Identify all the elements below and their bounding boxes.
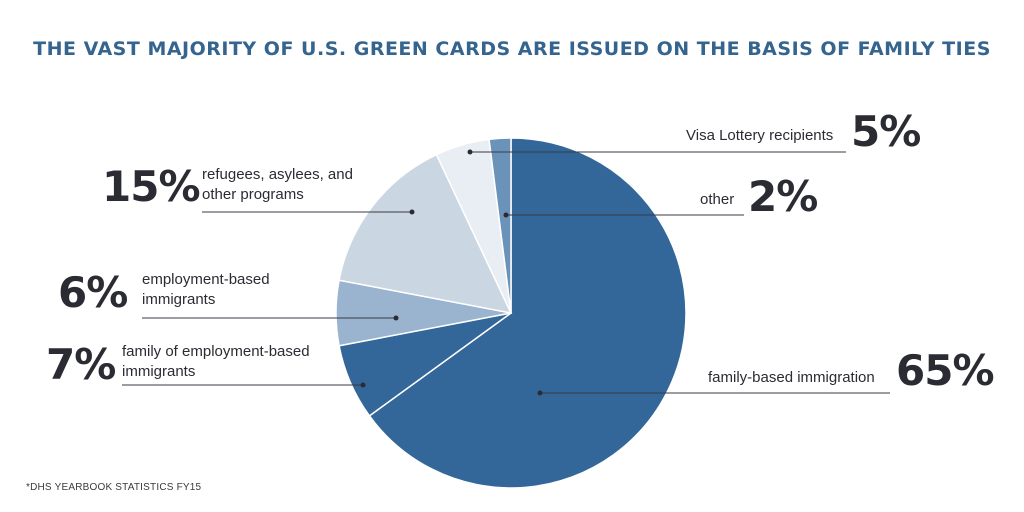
source-footnote: *DHS YEARBOOK STATISTICS FY15 [26, 482, 202, 493]
pie-slice [488, 137, 512, 314]
label-visa-lottery: Visa Lottery recipients [686, 127, 834, 144]
label-employment-based: employment-based immigrants [142, 271, 270, 308]
label-family-of-employment: family of employment-based immigrants [122, 343, 310, 380]
label-family-based: family-based immigration [708, 369, 875, 386]
leader-lines [122, 149, 890, 396]
leader-dot [409, 209, 415, 215]
pct-visa-lottery: 5% [851, 107, 921, 156]
leader-dot [467, 149, 473, 155]
leader-dot [393, 315, 399, 321]
pct-employment-based: 6% [58, 268, 128, 317]
pct-refugees: 15% [102, 162, 201, 211]
label-other: other [700, 191, 735, 208]
leader-dot [537, 390, 543, 396]
pie-slices [335, 137, 687, 489]
label-refugees: refugees, asylees, and other programs [202, 166, 353, 203]
pct-other: 2% [748, 172, 818, 221]
pie-slice [368, 137, 687, 489]
pct-family-based: 65% [896, 346, 995, 395]
pie-slice [338, 153, 513, 315]
leader-dot [360, 382, 366, 388]
chart-title: THE VAST MAJORITY OF U.S. GREEN CARDS AR… [33, 38, 991, 60]
leader-dot [503, 212, 509, 218]
pct-family-of-employment: 7% [46, 340, 116, 389]
